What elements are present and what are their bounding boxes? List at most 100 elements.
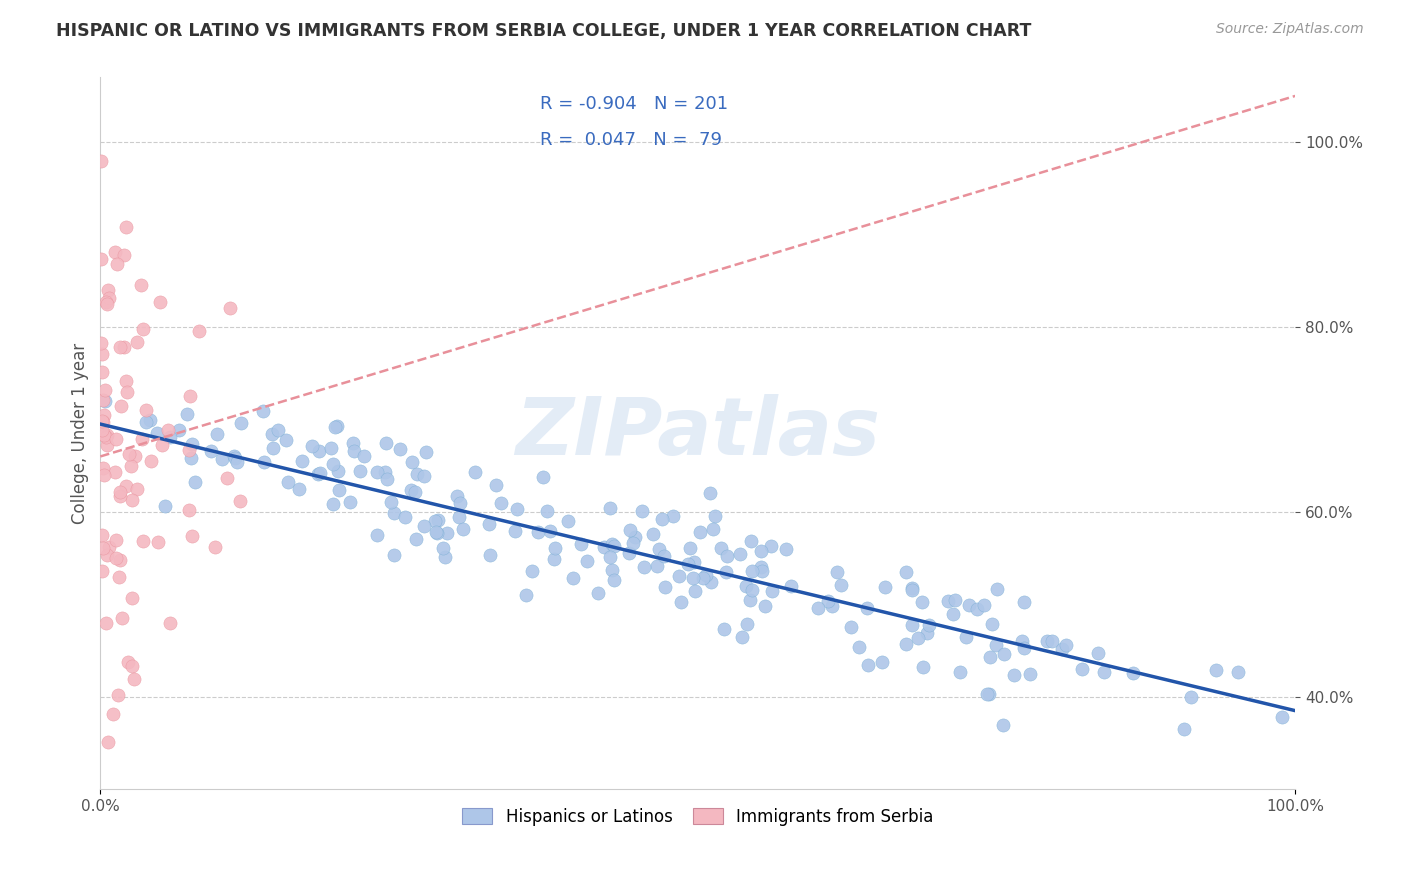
Point (167, 423, 190, 437)
Point (319, 441, 342, 455)
Point (710, 541, 733, 555)
Point (91, 423, 114, 437)
Point (735, 617, 758, 632)
Point (159, 430, 181, 444)
Point (817, 593, 839, 607)
Point (592, 540, 614, 554)
Point (839, 619, 862, 633)
Point (97, 541, 120, 555)
Point (966, 602, 988, 616)
Point (751, 564, 773, 578)
Point (775, 542, 797, 557)
Point (619, 546, 641, 560)
Point (1054, 638, 1077, 652)
Point (110, 340, 132, 354)
Point (374, 465, 396, 479)
Point (179, 389, 201, 403)
Point (90, 365, 112, 379)
Point (105, 432, 128, 446)
Point (146, 426, 169, 441)
Point (682, 570, 704, 584)
Point (148, 535, 170, 549)
Point (1271, 710, 1294, 724)
Legend: Hispanics or Latinos, Immigrants from Serbia: Hispanics or Latinos, Immigrants from Se… (454, 799, 942, 834)
Point (830, 578, 852, 592)
Point (848, 640, 870, 655)
Point (621, 535, 644, 549)
Point (741, 582, 763, 597)
Point (105, 256, 128, 270)
Point (401, 454, 423, 468)
Point (149, 295, 172, 310)
Point (322, 457, 344, 471)
Point (716, 549, 738, 563)
Point (943, 593, 966, 607)
Point (700, 575, 723, 590)
Point (91, 393, 114, 408)
Point (1092, 665, 1115, 680)
Point (339, 495, 361, 509)
Point (90, 153, 112, 168)
Point (654, 581, 676, 595)
Point (692, 571, 714, 585)
Point (478, 548, 501, 562)
Point (669, 595, 692, 609)
Point (412, 468, 434, 483)
Point (276, 434, 298, 448)
Point (603, 574, 626, 588)
Point (287, 483, 309, 497)
Point (115, 479, 138, 493)
Point (131, 534, 153, 549)
Point (120, 459, 142, 474)
Point (643, 527, 665, 541)
Point (679, 541, 702, 556)
Point (436, 526, 458, 541)
Point (544, 541, 567, 555)
Point (110, 400, 132, 414)
Point (96, 548, 118, 562)
Point (873, 580, 896, 594)
Point (1227, 665, 1250, 679)
Text: Source: ZipAtlas.com: Source: ZipAtlas.com (1216, 22, 1364, 37)
Point (141, 454, 163, 468)
Point (973, 598, 995, 612)
Point (986, 582, 1008, 596)
Point (1205, 663, 1227, 677)
Point (662, 509, 685, 524)
Point (586, 586, 609, 600)
Point (308, 444, 330, 458)
Point (699, 486, 721, 500)
Point (353, 449, 375, 463)
Point (129, 277, 152, 292)
Point (96, 428, 118, 442)
Text: R = -0.904   N = 201: R = -0.904 N = 201 (540, 95, 728, 113)
Point (911, 595, 934, 609)
Point (105, 533, 128, 547)
Point (575, 554, 598, 568)
Point (600, 537, 623, 551)
Point (93, 408, 115, 422)
Point (825, 566, 848, 580)
Point (204, 541, 226, 555)
Point (915, 625, 938, 640)
Point (986, 638, 1008, 652)
Point (979, 650, 1001, 665)
Point (531, 469, 554, 483)
Point (651, 512, 673, 526)
Point (180, 450, 202, 465)
Point (117, 385, 139, 400)
Point (91, 347, 114, 361)
Point (323, 419, 346, 434)
Point (503, 524, 526, 538)
Point (557, 514, 579, 528)
Point (446, 489, 468, 503)
Point (821, 599, 844, 614)
Point (328, 464, 350, 478)
Point (97, 734, 120, 748)
Point (936, 594, 959, 608)
Point (375, 472, 398, 486)
Point (176, 408, 198, 422)
Point (342, 435, 364, 450)
Y-axis label: College, Under 1 year: College, Under 1 year (72, 343, 89, 524)
Point (1011, 633, 1033, 648)
